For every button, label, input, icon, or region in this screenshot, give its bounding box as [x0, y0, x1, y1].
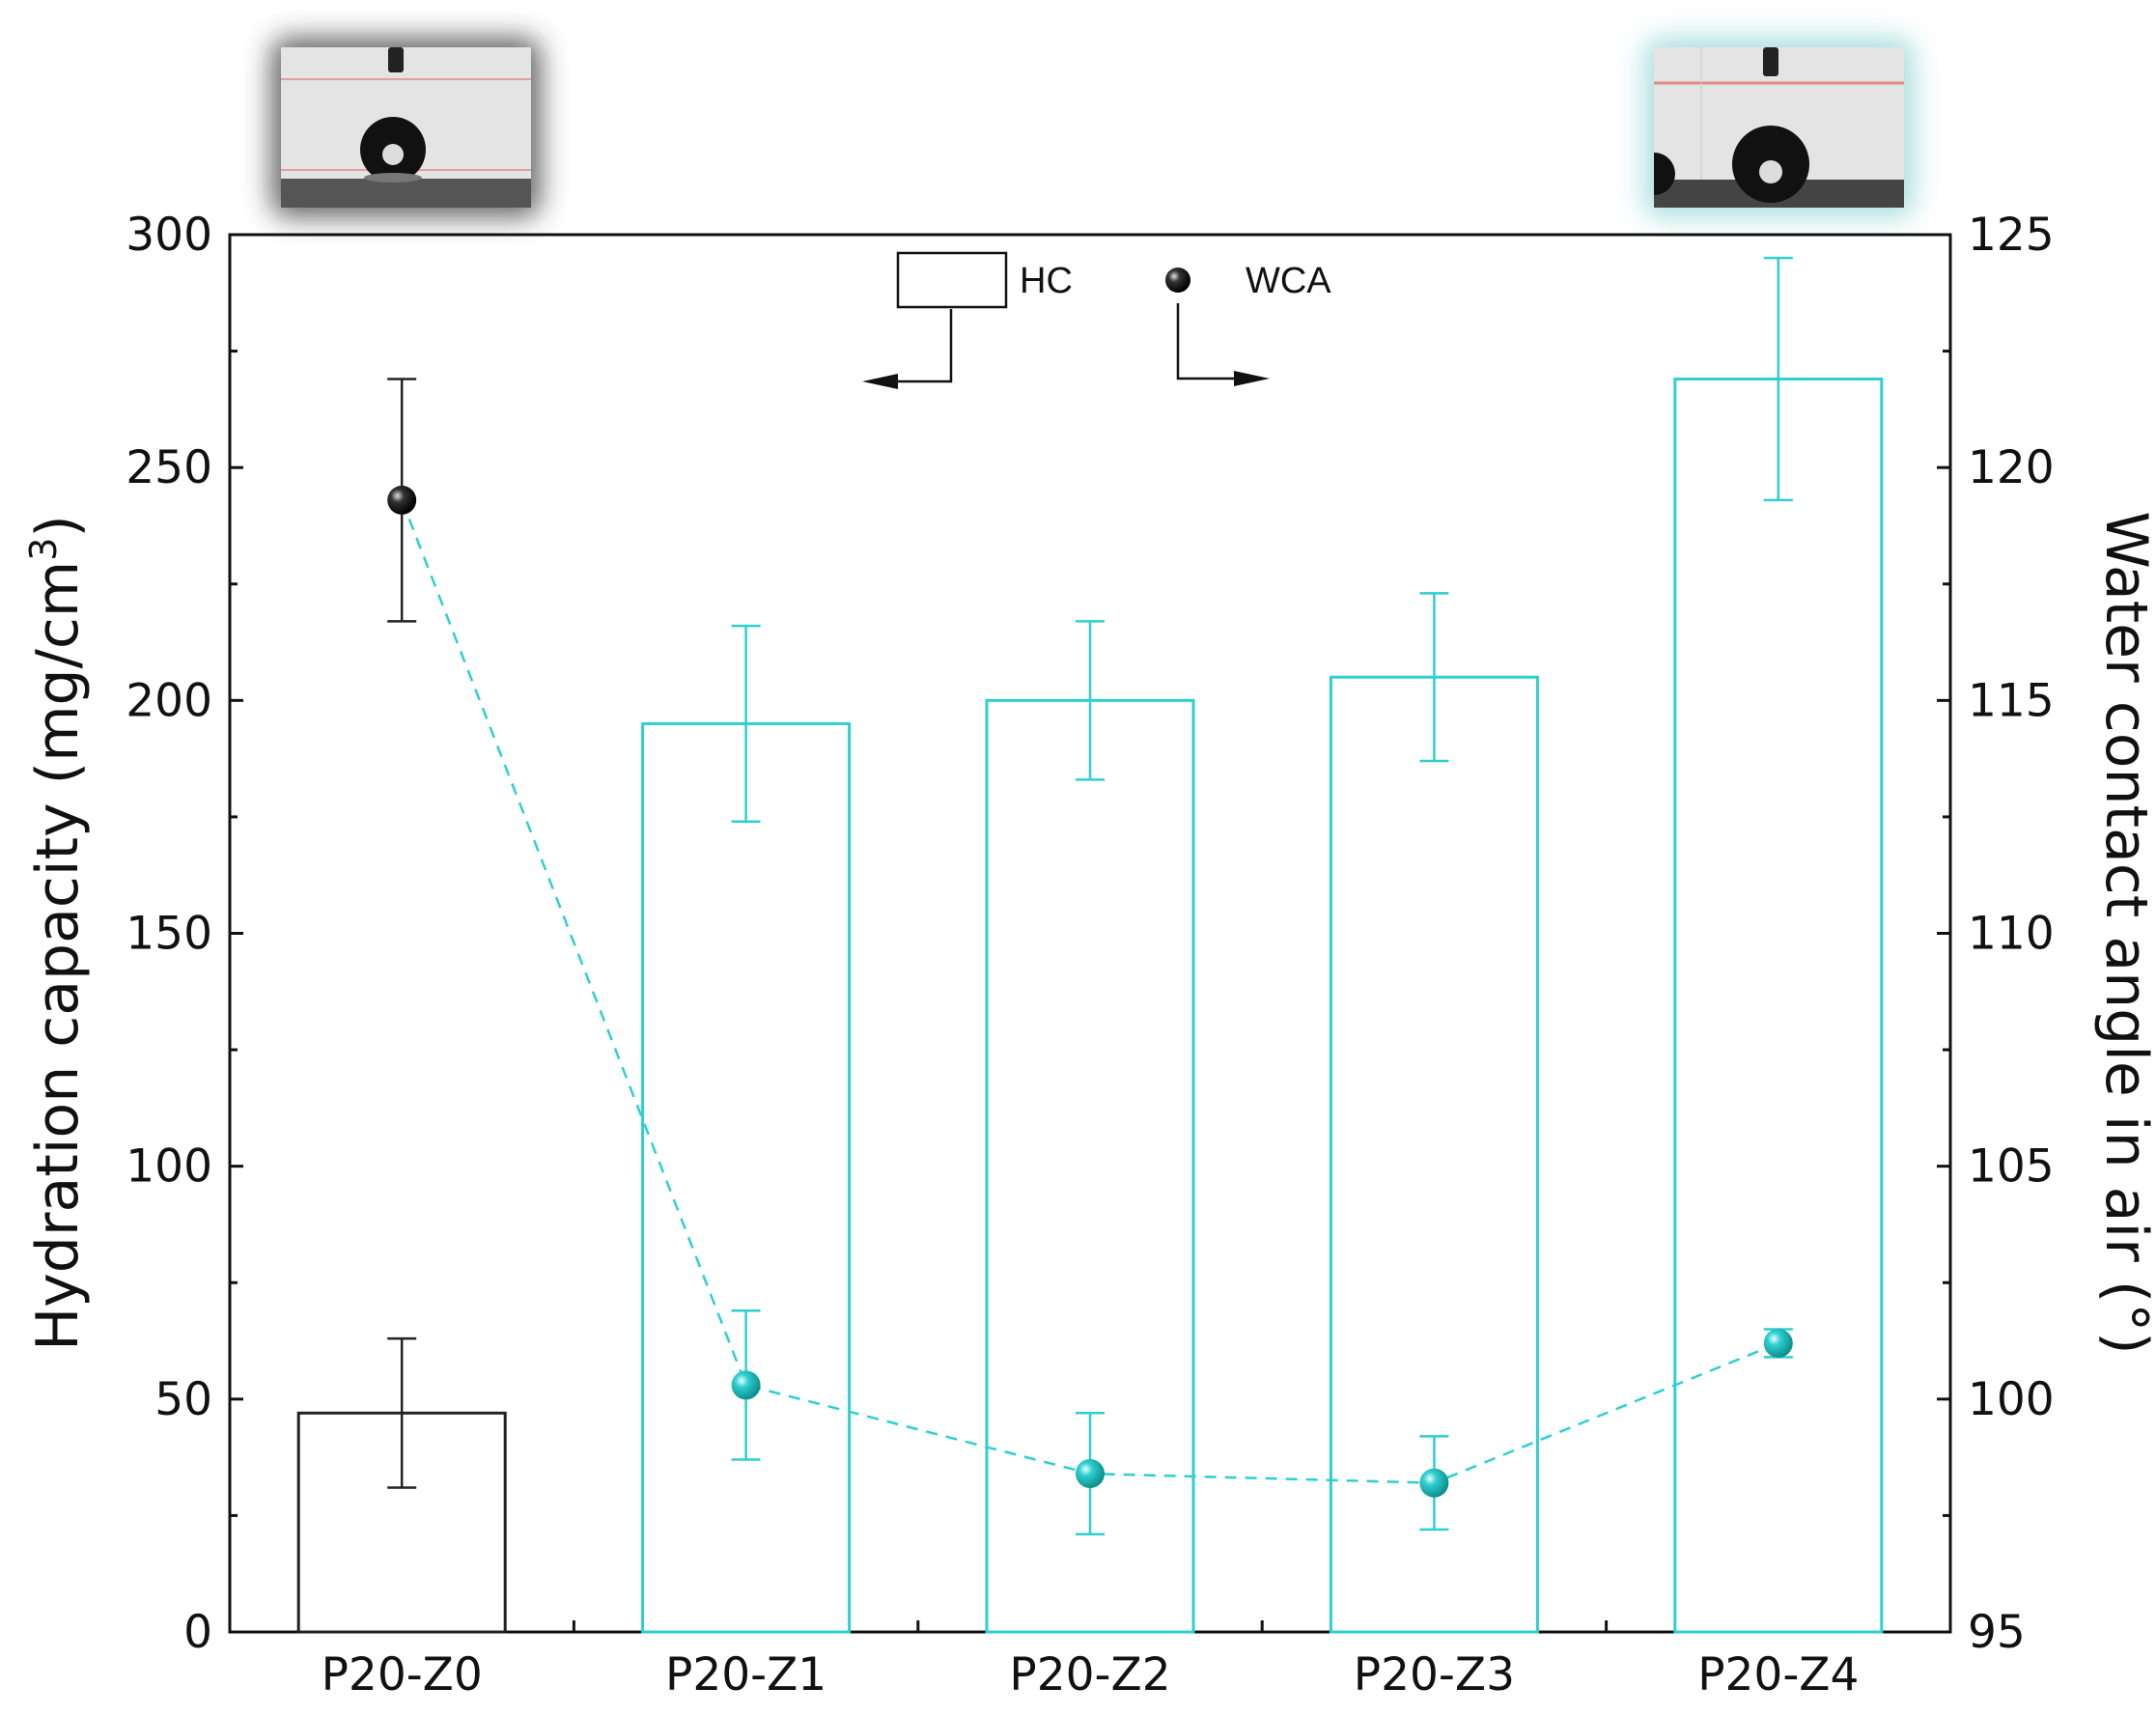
x-tick-label-P20-Z2: P20-Z2 — [1009, 1648, 1170, 1702]
wca-point-P20-Z4 — [1763, 1328, 1793, 1358]
wca-line-layer — [387, 378, 1793, 1535]
legend: HC WCA — [862, 251, 1331, 389]
y2-tick-label-2: 105 — [1968, 1140, 2055, 1194]
y2-tick-label-4: 115 — [1968, 674, 2055, 727]
y-tick-label-4: 200 — [126, 674, 212, 727]
x-tick-label-P20-Z4: P20-Z4 — [1697, 1648, 1859, 1702]
y-tick-label-2: 100 — [126, 1140, 212, 1194]
y-axis-title: Hydration capacity (mg/cm3) — [22, 515, 92, 1351]
y-tick-label-0: 0 — [183, 1606, 212, 1659]
y-tick-label-5: 250 — [126, 441, 212, 494]
ticks-layer: 0 50 100 150 200 250 300 95 100 105 110 115 120 125 P2… — [126, 209, 2054, 1702]
y2-tick-label-5: 120 — [1968, 441, 2055, 494]
droplet-image-right — [1644, 38, 1914, 217]
y2-axis-title: Water contact angle in air (°) — [2092, 511, 2156, 1354]
y2-tick-label-3: 110 — [1968, 908, 2055, 961]
y-tick-label-6: 300 — [126, 209, 212, 262]
wca-point-P20-Z0 — [387, 485, 417, 515]
legend-wca-arrow — [1176, 303, 1250, 380]
y-axis-title-superscript: 3 — [22, 538, 65, 561]
wca-point-P20-Z2 — [1076, 1459, 1105, 1489]
x-tick-label-P20-Z3: P20-Z3 — [1354, 1648, 1515, 1702]
legend-hc-swatch — [896, 251, 1008, 309]
legend-wca-label: WCA — [1246, 261, 1331, 301]
legend-wca-arrowhead — [1234, 371, 1270, 386]
hc-bar-P20-Z4 — [1673, 378, 1884, 1634]
legend-hc-arrow — [879, 309, 953, 383]
y2-tick-label-0: 95 — [1968, 1606, 2026, 1659]
wca-point-P20-Z1 — [731, 1370, 761, 1400]
y-axis-title-main: Hydration capacity (mg/cm — [24, 561, 92, 1351]
hc-bar-P20-Z1 — [641, 721, 852, 1634]
y2-tick-label-1: 100 — [1968, 1373, 2055, 1426]
y-tick-label-1: 50 — [154, 1373, 212, 1426]
legend-hc-label: HC — [1020, 261, 1073, 301]
legend-hc-arrowhead — [862, 374, 898, 389]
y-tick-label-3: 150 — [126, 908, 212, 961]
droplet-image-left — [271, 38, 541, 217]
wca-point-P20-Z3 — [1419, 1468, 1449, 1498]
y2-tick-label-6: 125 — [1968, 209, 2055, 262]
y-axis-title-close: ) — [24, 515, 92, 537]
x-tick-label-P20-Z0: P20-Z0 — [322, 1648, 483, 1702]
x-tick-label-P20-Z1: P20-Z1 — [665, 1648, 826, 1702]
legend-wca-marker — [1165, 267, 1190, 293]
bars-layer — [296, 256, 1884, 1634]
